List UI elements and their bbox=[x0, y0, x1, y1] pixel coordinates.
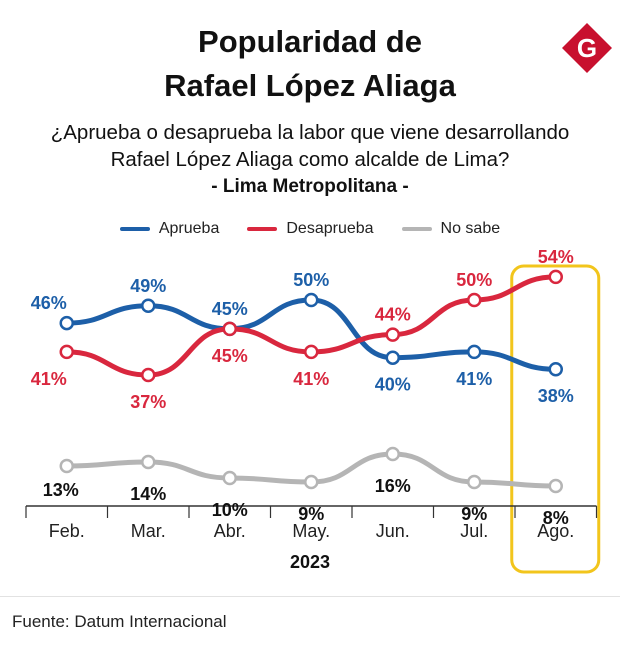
x-tick-label: Jul. bbox=[460, 521, 488, 541]
data-point-no-sabe bbox=[385, 446, 400, 462]
chart-region: - Lima Metropolitana - bbox=[211, 176, 409, 197]
legend-item-no-sabe: No sabe bbox=[401, 220, 501, 238]
legend-item-aprueba: Aprueba bbox=[119, 220, 220, 238]
data-label-aprueba: 45% bbox=[212, 299, 248, 319]
data-point-desaprueba bbox=[548, 269, 563, 285]
data-label-aprueba: 41% bbox=[456, 369, 492, 389]
x-tick-label: Abr. bbox=[214, 521, 246, 541]
data-label-desaprueba: 54% bbox=[538, 250, 574, 267]
x-tick-label: Mar. bbox=[131, 521, 166, 541]
data-point-no-sabe bbox=[222, 470, 237, 486]
data-label-desaprueba: 45% bbox=[212, 346, 248, 366]
chart-question-line-1: ¿Aprueba o desaprueba la labor que viene… bbox=[50, 121, 570, 144]
source-note: Fuente: Datum Internacional bbox=[12, 612, 227, 631]
data-point-desaprueba bbox=[467, 292, 482, 308]
x-axis-label: 2023 bbox=[290, 552, 330, 572]
chart-question-line-2: Rafael López Aliaga como alcalde de Lima… bbox=[110, 148, 510, 171]
highlight-box bbox=[510, 264, 601, 574]
data-point-desaprueba bbox=[222, 321, 237, 337]
x-tick-label: Jun. bbox=[376, 521, 410, 541]
data-point-desaprueba bbox=[59, 344, 74, 360]
data-label-no-sabe: 16% bbox=[375, 476, 411, 496]
data-label-no-sabe: 10% bbox=[212, 500, 248, 520]
data-label-no-sabe: 9% bbox=[461, 504, 487, 524]
data-point-aprueba bbox=[467, 344, 482, 360]
data-label-aprueba: 50% bbox=[293, 270, 329, 290]
legend-swatch-desaprueba bbox=[247, 227, 278, 231]
data-label-no-sabe: 13% bbox=[43, 480, 79, 500]
data-point-aprueba bbox=[385, 350, 400, 365]
legend-label-aprueba: Aprueba bbox=[158, 220, 220, 237]
data-point-no-sabe bbox=[467, 474, 482, 490]
data-label-aprueba: 40% bbox=[375, 375, 411, 395]
data-point-aprueba bbox=[59, 315, 74, 331]
data-label-aprueba: 38% bbox=[538, 386, 574, 406]
legend-label-no-sabe: No sabe bbox=[440, 220, 501, 237]
data-point-aprueba bbox=[548, 361, 563, 377]
line-chart: Feb. Mar. Abr. May. Jun. Jul. Ago. 2023 46% 49% 45… bbox=[25, 250, 601, 574]
data-label-desaprueba: 44% bbox=[375, 305, 411, 325]
data-label-no-sabe: 8% bbox=[543, 508, 569, 528]
data-point-aprueba bbox=[304, 292, 319, 308]
brand-logo-icon: G bbox=[562, 23, 612, 73]
chart-title-line-1: Popularidad de bbox=[198, 24, 422, 59]
chart-title-line-2: Rafael López Aliaga bbox=[164, 68, 456, 103]
x-tick-label: Feb. bbox=[49, 521, 85, 541]
chart-legend: Aprueba Desaprueba No sabe bbox=[0, 220, 620, 238]
series-desaprueba: 41% 37% 45% 41% 44% 50% 54% bbox=[31, 250, 574, 412]
data-label-desaprueba: 50% bbox=[456, 270, 492, 290]
x-tick-label: May. bbox=[292, 521, 330, 541]
series-no-sabe: 13% 14% 10% 9% 16% 9% 8% bbox=[43, 446, 569, 528]
data-label-aprueba: 46% bbox=[31, 293, 67, 313]
data-point-no-sabe bbox=[304, 474, 319, 490]
data-label-no-sabe: 9% bbox=[298, 504, 324, 524]
data-point-desaprueba bbox=[385, 327, 400, 342]
data-point-no-sabe bbox=[548, 478, 563, 494]
legend-label-desaprueba: Desaprueba bbox=[286, 220, 374, 237]
data-point-desaprueba bbox=[141, 367, 156, 383]
data-point-aprueba bbox=[141, 298, 156, 314]
legend-swatch-aprueba bbox=[119, 227, 150, 231]
logo-letter: G bbox=[577, 33, 597, 63]
data-label-desaprueba: 37% bbox=[130, 392, 166, 412]
data-point-desaprueba bbox=[304, 344, 319, 360]
legend-swatch-no-sabe bbox=[401, 227, 432, 231]
data-label-desaprueba: 41% bbox=[31, 369, 67, 389]
data-point-no-sabe bbox=[141, 454, 156, 470]
footer-divider bbox=[0, 596, 620, 597]
data-label-no-sabe: 14% bbox=[130, 484, 166, 504]
x-tick-label: Ago. bbox=[537, 521, 574, 541]
legend-item-desaprueba: Desaprueba bbox=[247, 220, 374, 238]
data-label-desaprueba: 41% bbox=[293, 369, 329, 389]
data-point-no-sabe bbox=[59, 458, 74, 474]
data-label-aprueba: 49% bbox=[130, 276, 166, 296]
